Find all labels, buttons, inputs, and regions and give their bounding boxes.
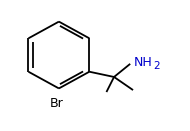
Text: NH: NH [134, 56, 152, 69]
Text: Br: Br [50, 97, 64, 110]
Text: 2: 2 [154, 61, 160, 72]
